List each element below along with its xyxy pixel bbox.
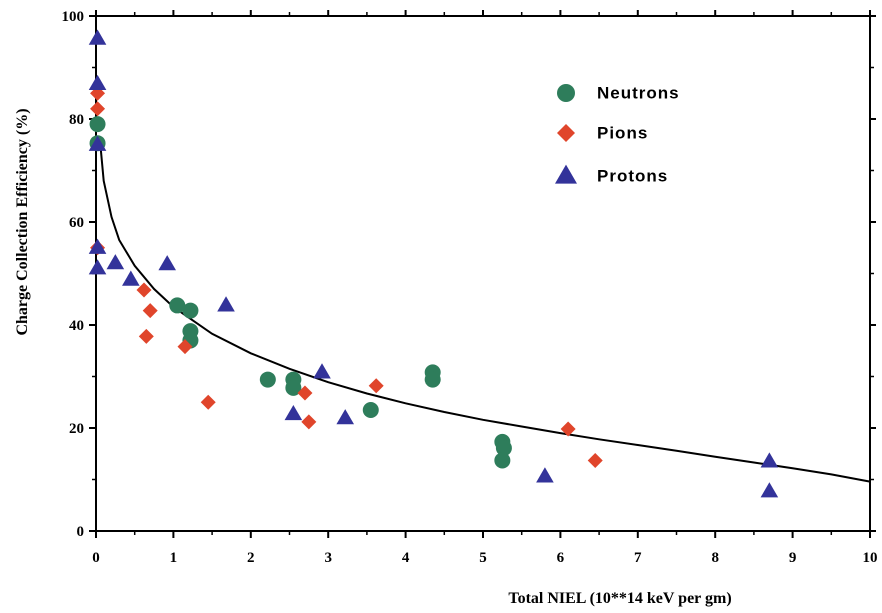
- neutron-point: [285, 379, 302, 396]
- pion-point: [200, 394, 216, 410]
- proton-point: [88, 238, 107, 254]
- pion-point: [560, 421, 576, 437]
- legend-label-pions: Pions: [597, 123, 648, 142]
- proton-point: [88, 29, 107, 45]
- y-tick-label: 20: [69, 421, 84, 437]
- axes: [95, 15, 871, 532]
- series-neutrons: [89, 116, 512, 469]
- proton-point: [88, 135, 107, 151]
- fit-curve-group: [98, 139, 871, 483]
- pion-point: [297, 385, 313, 401]
- legend-label-neutrons: Neutrons: [597, 83, 680, 102]
- proton-point: [536, 467, 554, 483]
- proton-point: [88, 259, 107, 275]
- legend-label-protons: Protons: [597, 166, 668, 185]
- y-axis-title: Charge Collection Efficiency (%): [14, 108, 31, 335]
- data-points: [88, 29, 779, 498]
- x-tick-label: 2: [247, 550, 255, 566]
- series-protons: [88, 29, 779, 498]
- legend-item-neutrons: Neutrons: [557, 83, 680, 102]
- y-tick-label: 80: [69, 112, 84, 128]
- x-tick-label: 9: [789, 550, 797, 566]
- proton-point: [217, 296, 235, 312]
- proton-point: [284, 404, 303, 421]
- y-tick-label: 60: [69, 215, 84, 231]
- legend-marker-neutrons: [557, 84, 575, 102]
- neutron-point: [495, 440, 512, 457]
- x-tick-label: 6: [557, 550, 565, 566]
- legend-marker-protons: [555, 164, 577, 184]
- neutron-point: [89, 116, 106, 133]
- y-tick-label: 0: [77, 524, 85, 540]
- neutron-point: [424, 371, 441, 388]
- legend-item-protons: Protons: [555, 164, 668, 185]
- x-axis-title: Total NIEL (10**14 keV per gm): [508, 590, 731, 607]
- x-tick-label: 3: [324, 550, 332, 566]
- x-tick-label: 0: [92, 550, 100, 566]
- x-tick-label: 10: [863, 550, 878, 566]
- proton-point: [158, 255, 177, 271]
- legend-item-pions: Pions: [557, 123, 648, 142]
- pion-point: [368, 378, 384, 394]
- proton-point: [336, 409, 355, 425]
- proton-point: [122, 270, 140, 286]
- proton-point: [106, 254, 125, 270]
- pion-point: [138, 328, 154, 344]
- legend: Neutrons Pions Protons: [555, 83, 680, 185]
- neutron-point: [182, 302, 199, 319]
- series-pions: [90, 85, 603, 468]
- pion-point: [587, 452, 603, 468]
- y-tick-label: 40: [69, 318, 84, 334]
- pion-point: [142, 303, 158, 319]
- y-tick-label: 100: [62, 9, 85, 25]
- pion-point: [90, 101, 106, 117]
- pion-point: [301, 414, 317, 430]
- neutron-point: [362, 401, 379, 418]
- proton-point: [88, 74, 107, 91]
- fit-curve: [98, 139, 871, 483]
- proton-point: [760, 482, 779, 498]
- proton-point: [313, 363, 331, 379]
- x-tick-label: 7: [634, 550, 642, 566]
- neutron-point: [259, 371, 276, 388]
- x-tick-label: 8: [711, 550, 719, 566]
- x-tick-label: 1: [170, 550, 178, 566]
- legend-marker-pions: [557, 124, 575, 142]
- proton-point: [760, 452, 779, 468]
- pion-point: [136, 282, 152, 298]
- x-tick-label: 5: [479, 550, 487, 566]
- x-tick-label: 4: [402, 550, 410, 566]
- neutron-point: [494, 452, 511, 469]
- neutron-point: [169, 297, 186, 314]
- pion-point: [177, 339, 193, 355]
